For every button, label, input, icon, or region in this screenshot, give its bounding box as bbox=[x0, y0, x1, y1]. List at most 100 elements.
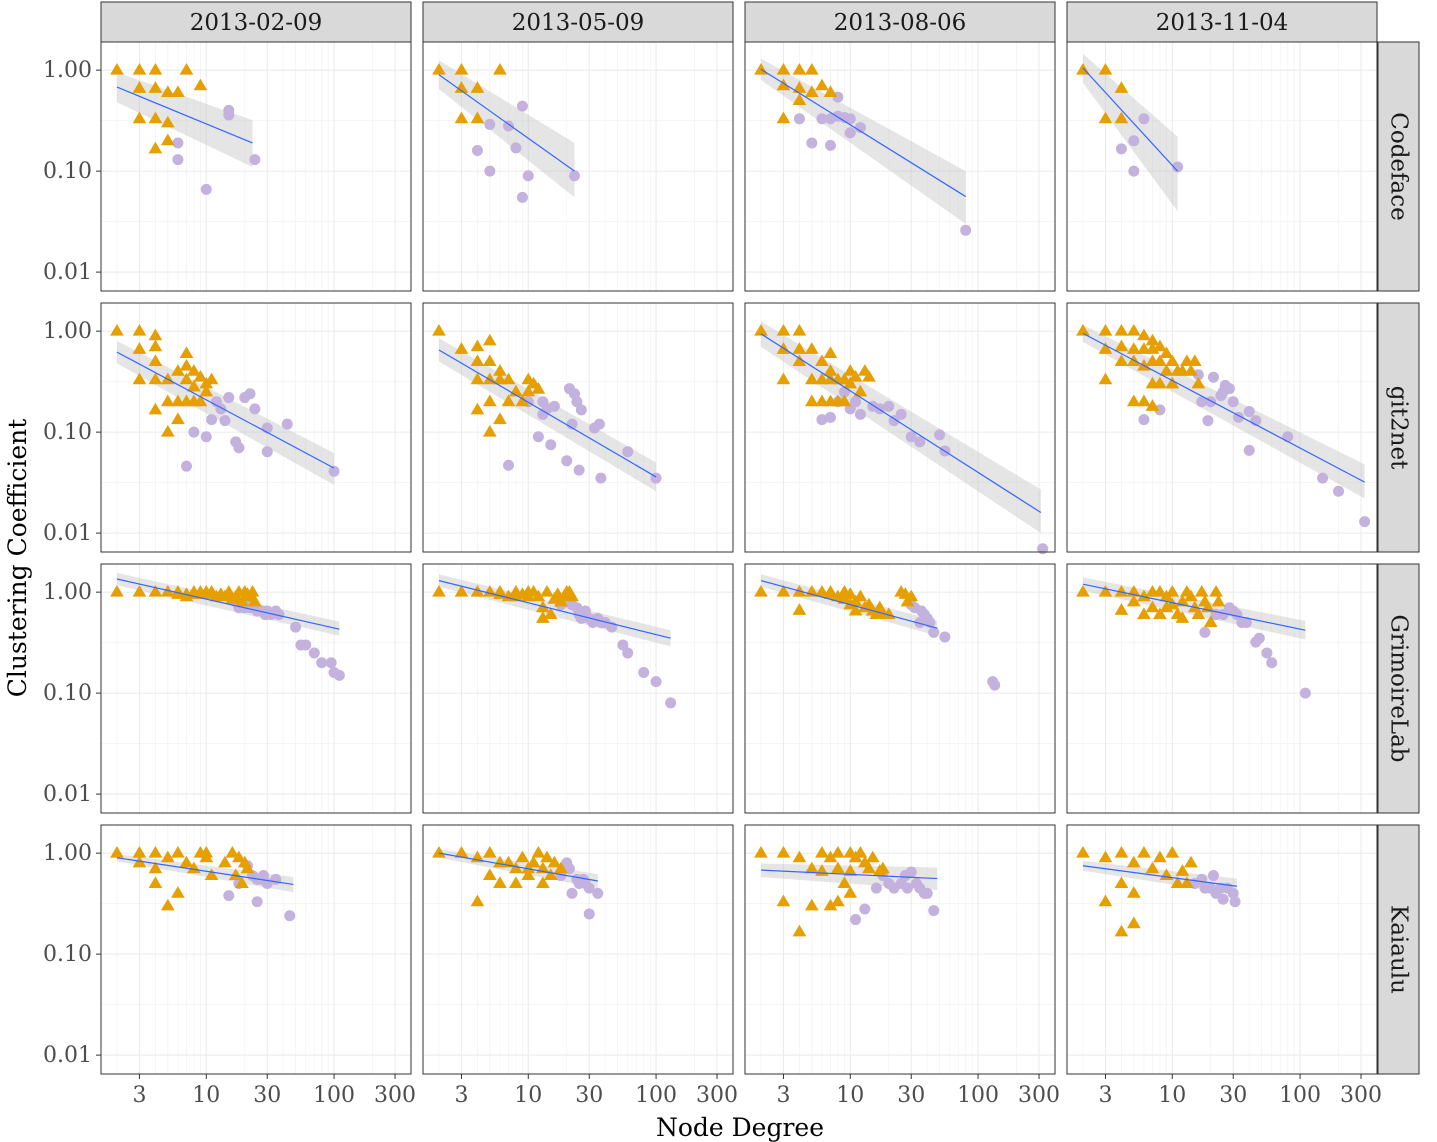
panel-border bbox=[100, 302, 412, 553]
data-point-triangle bbox=[815, 78, 829, 91]
data-point-triangle bbox=[179, 372, 194, 385]
data-point-triangle bbox=[493, 372, 507, 385]
facet-panel bbox=[422, 41, 734, 292]
panel-border bbox=[744, 302, 1056, 553]
data-point-triangle bbox=[792, 603, 807, 615]
data-point-circle bbox=[1261, 647, 1273, 659]
data-point-triangle bbox=[148, 81, 163, 93]
data-point-triangle bbox=[804, 342, 819, 354]
data-point-triangle bbox=[187, 379, 201, 392]
fit-line bbox=[1082, 583, 1306, 631]
data-point-circle bbox=[566, 887, 578, 899]
data-point-triangle bbox=[171, 85, 185, 98]
data-point-triangle bbox=[1098, 342, 1113, 354]
y-tick-label: 0.10 bbox=[43, 681, 92, 706]
data-point-triangle bbox=[531, 382, 546, 394]
data-point-triangle bbox=[132, 372, 147, 385]
data-point-triangle bbox=[148, 845, 163, 858]
data-point-triangle bbox=[843, 376, 858, 389]
y-tick-label: 1.00 bbox=[43, 319, 92, 344]
row-strip-label: Kaiaulu bbox=[1386, 905, 1412, 994]
data-point-triangle bbox=[228, 868, 243, 881]
data-point-triangle bbox=[1114, 603, 1129, 615]
data-point-triangle bbox=[482, 394, 497, 407]
data-point-circle bbox=[219, 415, 231, 427]
data-point-triangle bbox=[482, 868, 497, 881]
data-point-triangle bbox=[1114, 81, 1129, 93]
data-point-triangle bbox=[160, 394, 175, 407]
x-tick-label: 3 bbox=[454, 1083, 468, 1108]
data-point-circle bbox=[638, 667, 650, 679]
data-point-triangle bbox=[1145, 600, 1160, 613]
data-point-circle bbox=[502, 459, 514, 471]
data-point-triangle bbox=[454, 845, 469, 858]
data-point-triangle bbox=[754, 845, 768, 858]
y-tick-label: 0.01 bbox=[43, 1043, 92, 1068]
data-point-triangle bbox=[1194, 584, 1209, 597]
data-point-triangle bbox=[831, 894, 845, 907]
confidence-band bbox=[760, 58, 966, 224]
data-point-circle bbox=[622, 446, 634, 458]
data-point-circle bbox=[1266, 657, 1278, 669]
data-point-circle bbox=[1227, 887, 1239, 899]
data-point-circle bbox=[960, 224, 972, 236]
data-point-circle bbox=[290, 621, 302, 633]
data-point-triangle bbox=[521, 861, 536, 874]
data-point-triangle bbox=[843, 864, 858, 876]
data-point-triangle bbox=[776, 78, 791, 91]
data-point-triangle bbox=[493, 412, 507, 425]
panel-border bbox=[744, 41, 1056, 292]
data-point-triangle bbox=[1114, 354, 1129, 367]
data-point-triangle bbox=[225, 845, 240, 858]
data-point-triangle bbox=[1145, 861, 1160, 874]
data-point-triangle bbox=[554, 861, 568, 874]
data-point-circle bbox=[270, 873, 282, 885]
data-point-triangle bbox=[1153, 376, 1167, 389]
data-point-triangle bbox=[848, 603, 863, 616]
x-tick-label: 10 bbox=[192, 1083, 220, 1108]
data-point-circle bbox=[502, 120, 514, 132]
data-point-triangle bbox=[148, 861, 163, 874]
data-point-circle bbox=[284, 910, 296, 922]
panel-border bbox=[1066, 302, 1378, 553]
data-point-circle bbox=[1037, 543, 1049, 555]
data-point-triangle bbox=[454, 62, 469, 75]
facet-panel bbox=[744, 302, 1056, 555]
data-point-triangle bbox=[1191, 607, 1206, 620]
data-point-circle bbox=[939, 631, 951, 643]
row-strip bbox=[1377, 302, 1420, 553]
facet-panel bbox=[422, 302, 734, 553]
data-point-triangle bbox=[148, 111, 163, 124]
data-point-circle bbox=[583, 908, 595, 920]
data-point-circle bbox=[545, 439, 557, 451]
data-point-triangle bbox=[1126, 916, 1141, 929]
data-point-circle bbox=[561, 455, 573, 467]
fit-line bbox=[438, 74, 575, 172]
data-point-triangle bbox=[792, 850, 807, 863]
data-point-triangle bbox=[1180, 876, 1194, 889]
facet-panel: 3 10 30 100 300 bbox=[744, 824, 1060, 1108]
data-point-triangle bbox=[493, 876, 507, 889]
data-point-triangle bbox=[1184, 589, 1198, 602]
x-tick-label: 300 bbox=[696, 1083, 738, 1108]
confidence-band bbox=[116, 72, 253, 167]
data-point-circle bbox=[223, 392, 235, 404]
data-point-triangle bbox=[432, 62, 446, 75]
data-point-triangle bbox=[776, 323, 791, 336]
data-point-triangle bbox=[1153, 607, 1167, 620]
data-point-triangle bbox=[776, 845, 791, 858]
data-point-triangle bbox=[470, 372, 485, 385]
data-point-triangle bbox=[482, 333, 497, 346]
data-point-triangle bbox=[454, 584, 469, 597]
data-point-triangle bbox=[432, 845, 446, 858]
x-tick-label: 10 bbox=[1158, 1083, 1186, 1108]
data-point-triangle bbox=[235, 594, 249, 607]
y-tick-label: 0.01 bbox=[43, 521, 92, 546]
data-point-triangle bbox=[1137, 589, 1151, 602]
data-point-triangle bbox=[540, 584, 554, 597]
x-tick-label: 300 bbox=[1018, 1083, 1060, 1108]
column-strip-label: 2013-08-06 bbox=[834, 10, 967, 36]
data-point-circle bbox=[188, 426, 200, 438]
data-point-triangle bbox=[509, 876, 523, 889]
data-point-circle bbox=[1205, 396, 1217, 408]
